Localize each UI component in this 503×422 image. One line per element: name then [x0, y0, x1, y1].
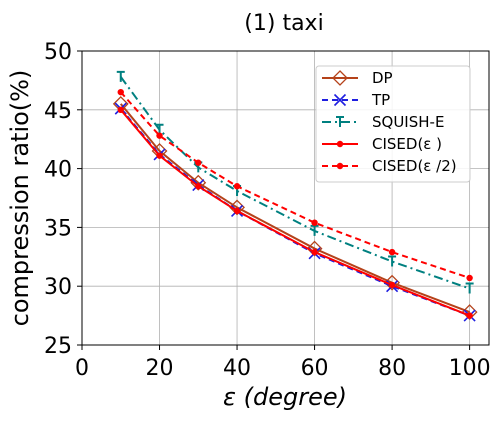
x-tick-label: 80	[378, 356, 406, 381]
legend: DP TP SQUISH-E CISED(ε ) CISED(ε /2)	[315, 65, 471, 183]
x-axis-symbol: ε	[223, 383, 236, 411]
legend-label: CISED(ε )	[372, 135, 442, 153]
legend-item: DP	[322, 69, 393, 87]
data-point	[388, 255, 397, 267]
chart-title: (1) taxi	[244, 11, 323, 36]
legend-marker	[333, 93, 347, 107]
data-point	[384, 274, 401, 291]
x-tick-label: 100	[449, 356, 491, 381]
data-point	[311, 248, 318, 256]
data-point	[466, 312, 473, 319]
data-point	[465, 282, 474, 294]
legend-item: SQUISH-E	[322, 113, 444, 131]
data-point	[233, 183, 241, 190]
legend-marker	[336, 162, 344, 170]
data-point	[311, 219, 318, 226]
x-axis-title: ε (degree)	[223, 383, 347, 411]
data-point	[310, 224, 319, 236]
y-tick-label: 50	[44, 40, 72, 65]
y-axis-title: compression ratio(%)	[6, 70, 34, 327]
data-point	[388, 281, 396, 289]
legend-label: TP	[371, 91, 390, 109]
legend-box	[315, 65, 471, 183]
data-point	[156, 152, 163, 159]
y-tick-label: 40	[44, 158, 72, 183]
x-axis-unit: (degree)	[244, 383, 347, 411]
data-point	[229, 199, 245, 216]
data-point	[117, 106, 124, 114]
x-tick-label: 40	[223, 356, 251, 381]
legend-item: CISED(ε /2)	[322, 157, 457, 175]
data-point	[306, 240, 323, 257]
x-tick-label: 20	[146, 356, 174, 381]
data-point	[156, 132, 163, 139]
axis-ticks: 0 20 40 60 80 100 25 30 35 40 45 50	[44, 40, 491, 381]
data-point	[195, 183, 202, 190]
data-point	[116, 70, 125, 82]
y-tick-label: 30	[44, 275, 72, 300]
x-tick-label: 0	[75, 356, 89, 381]
legend-marker	[336, 140, 344, 148]
x-tick-label: 60	[301, 356, 329, 381]
legend-item: CISED(ε )	[322, 135, 442, 153]
legend-label: DP	[372, 69, 393, 87]
data-point	[388, 248, 396, 256]
legend-label: SQUISH-E	[372, 113, 444, 131]
plot-frame	[81, 50, 490, 346]
y-tick-label: 45	[44, 99, 72, 124]
legend-marker	[336, 116, 344, 127]
series-4	[117, 88, 473, 282]
data-point	[117, 88, 124, 96]
series-3	[117, 106, 473, 319]
y-tick-label: 25	[44, 334, 72, 359]
series-layer	[112, 70, 478, 322]
legend-label: CISED(ε /2)	[372, 157, 457, 175]
data-point	[466, 274, 473, 282]
legend-item: TP	[322, 91, 390, 109]
data-point	[461, 304, 478, 320]
legend-marker	[332, 70, 348, 86]
data-point	[195, 159, 202, 166]
data-point	[233, 207, 241, 215]
y-tick-label: 35	[44, 216, 72, 241]
